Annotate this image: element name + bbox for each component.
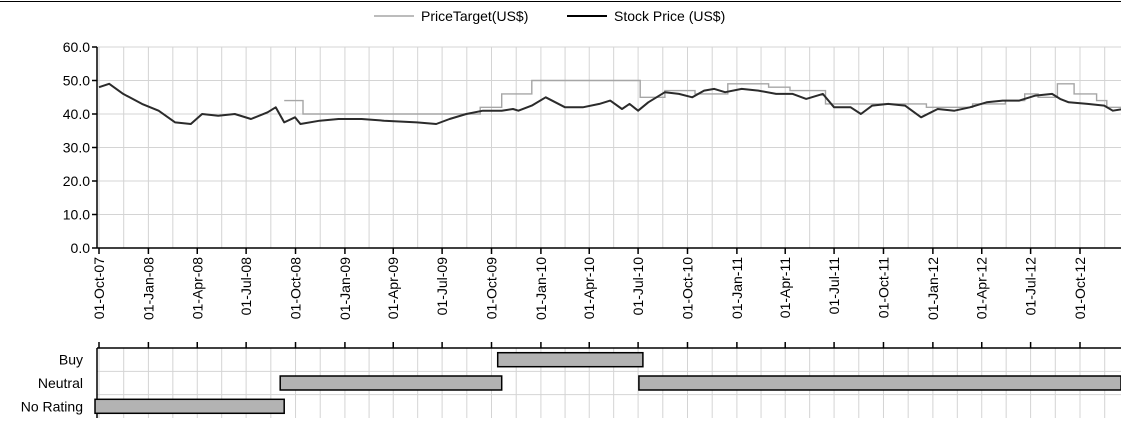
stock-price-line (98, 82, 1121, 125)
x-tick-label: 01-Apr-09 (385, 257, 401, 319)
rating-period-bar (279, 375, 503, 391)
price-plot-area: 0.0 10.0 20.0 30.0 40.0 50.0 60.0 01-Oct-07 01-J… (63, 39, 1121, 320)
x-tick-label: 01-Apr-11 (777, 257, 793, 318)
x-tick-label: 01-Jul-10 (630, 257, 646, 316)
rating-category-label: No Rating (21, 398, 83, 414)
x-tick-label: 01-Jul-11 (826, 257, 842, 315)
y-tick-label: 60.0 (63, 39, 90, 55)
price-target-series (284, 79, 1121, 115)
x-tick-label: 01-Jul-09 (434, 257, 450, 316)
x-tick-label: 01-Oct-08 (288, 257, 304, 319)
x-tick-label: 01-Jul-08 (238, 257, 254, 316)
chart-legend: PriceTarget(US$) Stock Price (US$) (374, 8, 725, 24)
x-tick-label: 01-Jan-11 (729, 257, 745, 319)
price-target-line (284, 79, 1121, 115)
x-tick-label: 01-Jan-10 (533, 257, 549, 320)
x-tick-label: 01-Oct-07 (91, 257, 107, 319)
x-tick-label: 01-Jan-12 (925, 257, 941, 320)
y-tick-label: 20.0 (63, 173, 90, 189)
rating-category-label: Buy (59, 352, 83, 368)
x-tick-label: 01-Oct-09 (484, 257, 500, 319)
rating-period-bar (496, 351, 644, 368)
y-tick-label: 10.0 (63, 207, 90, 223)
stock-price-series (98, 82, 1121, 125)
price-grid (97, 46, 1121, 248)
rating-period-bar (638, 375, 1121, 391)
legend-stock-price-label: Stock Price (US$) (614, 8, 725, 24)
x-tick-label: 01-Jan-08 (140, 257, 156, 320)
x-tick-label: 01-Oct-10 (679, 257, 695, 319)
rating-category-label: Neutral (38, 375, 83, 391)
rating-period-bar (94, 398, 285, 415)
legend-price-target-label: PriceTarget(US$) (421, 8, 528, 24)
y-tick-label: 40.0 (63, 106, 90, 122)
y-tick-label: 50.0 (63, 73, 90, 89)
x-tick-label: 01-Oct-11 (875, 257, 891, 318)
y-tick-label: 0.0 (71, 240, 91, 256)
x-tick-label: 01-Apr-10 (581, 257, 597, 319)
x-tick-label: 01-Jan-09 (337, 257, 353, 320)
rating-plot-area: Buy Neutral No Rating (21, 342, 1121, 418)
x-tick-label: 01-Jul-12 (1023, 257, 1039, 316)
x-tick-label: 01-Apr-12 (974, 257, 990, 319)
x-tick-label: 01-Oct-12 (1072, 257, 1088, 319)
y-tick-label: 30.0 (63, 140, 90, 156)
x-tick-label: 01-Apr-08 (189, 257, 205, 319)
